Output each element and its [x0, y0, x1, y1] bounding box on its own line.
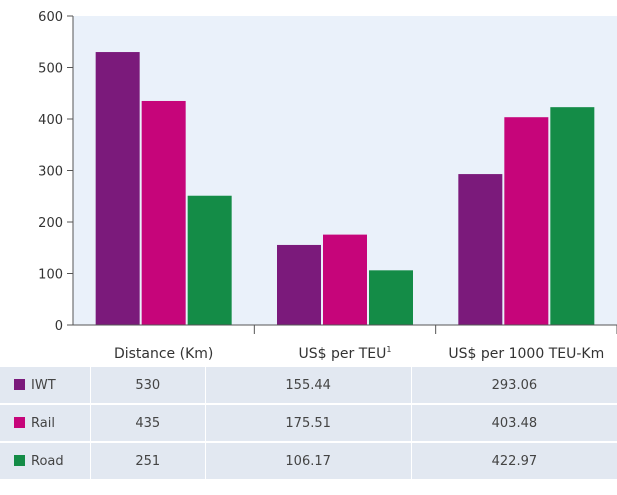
bar-road — [550, 107, 595, 326]
value-cell: 530 — [90, 367, 205, 405]
bar-iwt — [458, 174, 503, 325]
value-cell: 422.97 — [410, 443, 617, 481]
bars — [95, 52, 595, 326]
value-cell: 251 — [90, 443, 205, 481]
series-name: Rail — [31, 415, 55, 431]
value-cell: 175.51 — [204, 405, 411, 443]
y-tick-label: 600 — [38, 10, 63, 25]
bar-road — [369, 270, 413, 325]
x-category-label: US$ per 1000 TEU-Km — [448, 346, 604, 362]
bar-road — [187, 195, 232, 325]
legend-swatch — [14, 454, 25, 466]
series-name-cell: IWT — [0, 367, 90, 405]
y-tick-label: 0 — [55, 319, 63, 334]
x-axis: Distance (Km) US$ per TEU1 US$ per 1000 TE… — [73, 324, 617, 362]
data-table: IWT 530 155.44 293.06 Rail 435 175.51 403.48 Roa… — [0, 367, 617, 481]
bar-rail — [323, 234, 367, 325]
table-row: Rail 435 175.51 403.48 — [0, 405, 617, 443]
bar-rail — [141, 100, 186, 325]
table-row: IWT 530 155.44 293.06 — [0, 367, 617, 405]
table-row: Road 251 106.17 422.97 — [0, 443, 617, 481]
y-tick-label: 200 — [38, 216, 63, 231]
value-cell: 155.44 — [204, 367, 411, 405]
y-tick-label: 300 — [38, 165, 63, 180]
legend-swatch — [14, 378, 25, 390]
series-name-cell: Road — [0, 443, 90, 481]
series-name: Road — [31, 453, 64, 469]
y-tick-label: 100 — [38, 268, 63, 283]
value-cell: 293.06 — [410, 367, 617, 405]
value-cell: 106.17 — [204, 443, 411, 481]
series-name: IWT — [31, 377, 56, 393]
legend-swatch — [14, 416, 25, 428]
y-axis: 0 100 200 300 400 500 600 — [38, 10, 74, 334]
value-cell: 403.48 — [410, 405, 617, 443]
x-category-label: US$ per TEU1 — [299, 345, 392, 362]
series-name-cell: Rail — [0, 405, 90, 443]
bar-iwt — [277, 244, 321, 325]
x-category-label: Distance (Km) — [114, 346, 213, 362]
bar-chart: 0 100 200 300 400 500 600 Distance (Km) US$ per… — [38, 10, 617, 362]
y-tick-label: 400 — [38, 113, 63, 128]
y-tick-label: 500 — [38, 62, 63, 77]
value-cell: 435 — [90, 405, 205, 443]
bar-rail — [504, 117, 549, 326]
bar-iwt — [95, 52, 140, 326]
